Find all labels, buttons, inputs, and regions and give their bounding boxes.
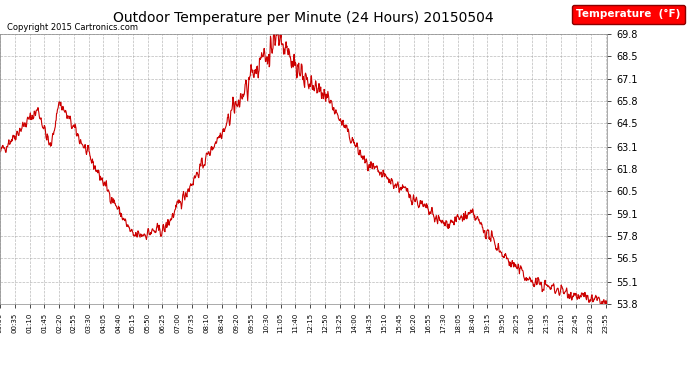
Temperature  (°F) bbox=[199, 166, 207, 170]
Temperature  (°F) bbox=[273, 28, 281, 32]
Temperature  (°F) bbox=[116, 211, 124, 215]
Temperature  (°F) bbox=[477, 222, 486, 226]
Temperature  (°F) bbox=[603, 302, 611, 306]
Temperature  (°F) bbox=[597, 306, 605, 311]
Text: Copyright 2015 Cartronics.com: Copyright 2015 Cartronics.com bbox=[7, 22, 138, 32]
Temperature  (°F) bbox=[398, 183, 406, 187]
Temperature  (°F) bbox=[0, 150, 4, 154]
Temperature  (°F) bbox=[531, 278, 540, 282]
Temperature  (°F) bbox=[131, 232, 139, 237]
Line: Temperature  (°F): Temperature (°F) bbox=[0, 30, 607, 309]
Text: Outdoor Temperature per Minute (24 Hours) 20150504: Outdoor Temperature per Minute (24 Hours… bbox=[113, 11, 494, 25]
Legend: Temperature  (°F): Temperature (°F) bbox=[572, 5, 684, 24]
